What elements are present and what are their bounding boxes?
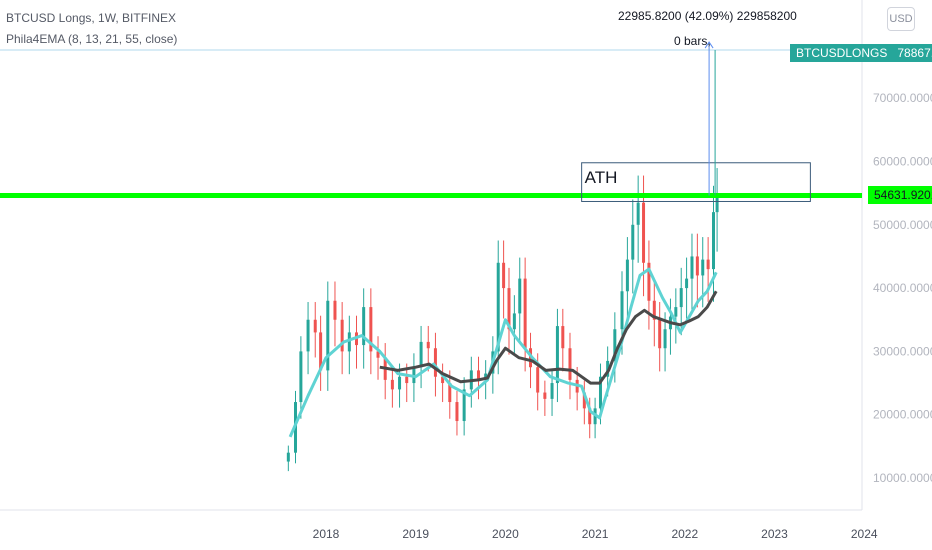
ath-label: ATH (585, 168, 618, 187)
y-tick-label: 20000.0000 (873, 408, 932, 422)
candle-body (598, 376, 602, 409)
candle-body (347, 332, 351, 352)
candle-body (647, 262, 651, 301)
symbol-tag-value: 78867.0668 (897, 46, 932, 60)
candle-body (433, 348, 437, 377)
measure-arrow-head (704, 41, 714, 49)
candle-body (701, 259, 705, 276)
candle-body (652, 300, 656, 320)
horizontal-line-price-tag: 54631.9201 (868, 186, 932, 205)
candle-body (658, 319, 662, 349)
candle-body (426, 341, 430, 349)
candle-body (613, 329, 617, 361)
candle-body (405, 376, 409, 384)
candle-body (319, 332, 323, 371)
candle-body (582, 392, 586, 409)
y-tick-label: 60000.0000 (873, 155, 932, 169)
candle-body (507, 288, 511, 330)
candle-body (369, 307, 373, 352)
x-tick-label: 2021 (582, 527, 609, 541)
x-tick-label: 2019 (402, 527, 429, 541)
ath-rectangle[interactable] (581, 162, 811, 202)
candle-body (568, 348, 572, 380)
symbol-legend[interactable]: BTCUSD Longs, 1W, BITFINEX (6, 11, 177, 25)
candle-body (398, 376, 402, 390)
candle-body (663, 329, 667, 349)
candle-body (695, 256, 699, 276)
candle-body (484, 373, 488, 380)
candle-body (636, 202, 640, 225)
candle-body (685, 278, 689, 289)
candle-body (496, 262, 500, 352)
symbol-tag-name: BTCUSDLONGS (796, 46, 888, 60)
y-tick-label: 10000.0000 (873, 471, 932, 485)
candle-body (462, 389, 466, 422)
currency-button[interactable]: USD (887, 7, 915, 31)
candle-body (419, 341, 423, 368)
candle-body (362, 307, 366, 346)
candle-body (706, 259, 710, 270)
ema-slow-line (379, 290, 718, 385)
x-tick-label: 2022 (671, 527, 698, 541)
candle-body (523, 278, 527, 349)
candle-body (588, 408, 592, 425)
symbol-price-tag: BTCUSDLONGS 78867.0668 (790, 44, 932, 62)
candle-body (625, 259, 629, 292)
candle-body (674, 307, 678, 317)
candle-body (690, 256, 694, 279)
candle-body (543, 392, 547, 399)
x-tick-label: 2024 (851, 527, 878, 541)
candle-body (286, 452, 290, 462)
candle-body (550, 383, 554, 399)
candle-body (448, 383, 452, 403)
candle-body (313, 319, 317, 333)
candle-body (712, 212, 716, 270)
candle-body (333, 300, 337, 320)
candle-body (390, 379, 394, 390)
candle-body (715, 195, 719, 213)
price-range-measure[interactable] (704, 41, 716, 196)
y-tick-label: 50000.0000 (873, 218, 932, 232)
candle-body (441, 376, 445, 384)
y-tick-label: 40000.0000 (873, 281, 932, 295)
candle-body (679, 288, 683, 308)
time-axis[interactable]: 2018 2019 2020 2021 2022 2023 2024 (313, 527, 878, 541)
candle-body (299, 351, 303, 403)
candle-body (502, 262, 506, 289)
candle-body (476, 370, 480, 380)
candle-body (455, 402, 459, 422)
candle-body (512, 313, 516, 330)
price-axis[interactable]: 10000.0000 20000.0000 30000.0000 40000.0000… (873, 91, 932, 485)
plot-area[interactable] (0, 0, 862, 510)
candle-body (518, 278, 522, 314)
indicator-legend[interactable]: Phila4EMA (8, 13, 21, 55, close) (6, 32, 178, 46)
candle-body (326, 300, 330, 371)
candle-body (376, 351, 380, 358)
candle-body (306, 319, 310, 352)
y-tick-label: 70000.0000 (873, 91, 932, 105)
candle-body (555, 326, 559, 384)
measure-bars-text: 0 bars, (674, 34, 711, 48)
measure-change-text: 22985.8200 (42.09%) 229858200 (618, 9, 797, 23)
candle-body (340, 319, 344, 352)
candle-body (620, 291, 624, 330)
candle-body (561, 326, 565, 349)
candle-body (642, 202, 646, 263)
candle-body (536, 367, 540, 393)
x-tick-label: 2020 (492, 527, 519, 541)
x-tick-label: 2023 (761, 527, 788, 541)
y-tick-label: 30000.0000 (873, 344, 932, 358)
x-tick-label: 2018 (313, 527, 340, 541)
candle-body (631, 224, 635, 260)
ema-fast-line (288, 267, 718, 438)
